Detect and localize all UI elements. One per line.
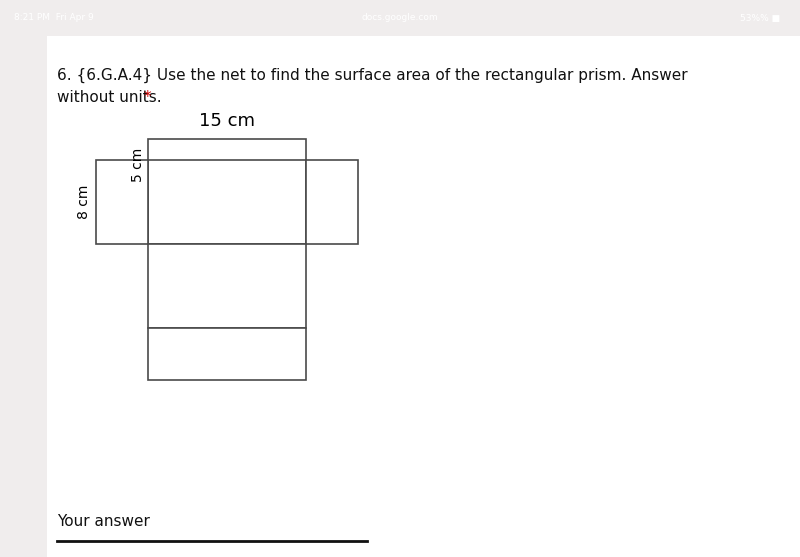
Text: 15 cm: 15 cm <box>198 113 254 130</box>
Text: *: * <box>144 90 152 105</box>
Text: 53%% ■: 53%% ■ <box>740 13 780 22</box>
Bar <box>148 243 306 328</box>
Bar <box>306 159 358 243</box>
Text: 6. {6.G.A.4} Use the net to find the surface area of the rectangular prism. Answ: 6. {6.G.A.4} Use the net to find the sur… <box>57 68 688 83</box>
Bar <box>148 139 306 191</box>
Text: 8:21 PM  Fri Apr 9: 8:21 PM Fri Apr 9 <box>14 13 94 22</box>
Bar <box>148 328 306 380</box>
Text: 5 cm: 5 cm <box>131 148 145 182</box>
Text: without units.: without units. <box>57 90 166 105</box>
Bar <box>148 159 306 243</box>
Text: 8 cm: 8 cm <box>77 184 90 219</box>
Text: docs.google.com: docs.google.com <box>362 13 438 22</box>
Bar <box>95 159 148 243</box>
Text: Your answer: Your answer <box>57 514 150 529</box>
